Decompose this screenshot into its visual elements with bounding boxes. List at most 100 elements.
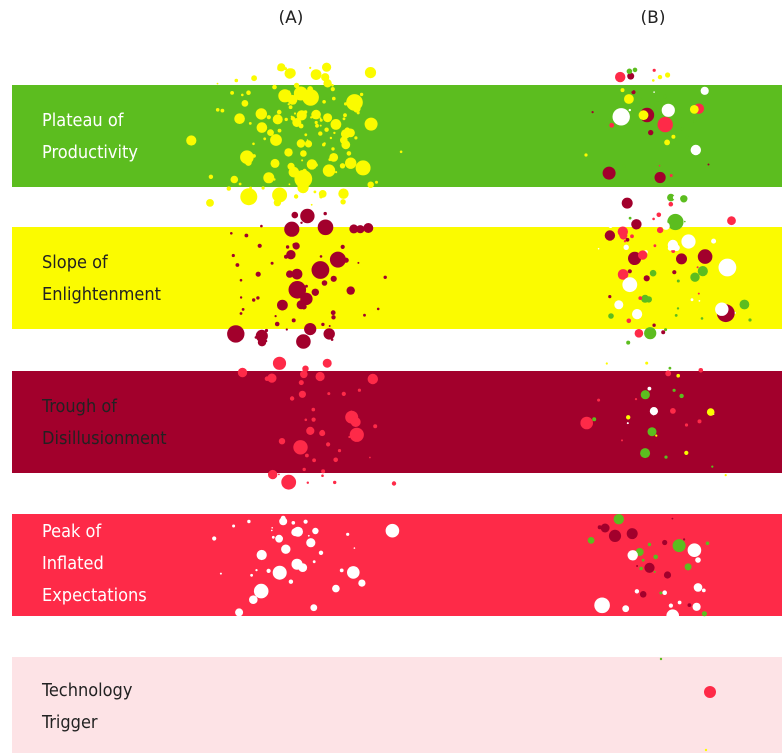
bubble-b-trigger	[704, 686, 716, 698]
bubble-b-peak	[683, 538, 686, 541]
bubble-a-trough	[321, 474, 324, 478]
bubble-a-productivity	[322, 164, 336, 177]
bubble-a-trough	[369, 456, 371, 459]
bubble-a-enlightenment	[305, 284, 308, 288]
bubble-a-productivity	[263, 137, 267, 141]
bubble-a-productivity	[345, 157, 357, 169]
bubble-a-enlightenment	[231, 253, 235, 258]
bubble-a-enlightenment	[230, 232, 233, 235]
bubble-a-peak	[312, 527, 319, 535]
bubble-b-productivity	[624, 94, 634, 104]
bubble-b-peak	[684, 563, 692, 571]
bubble-a-peak	[318, 550, 324, 555]
bubble-b-enlightenment	[608, 313, 614, 319]
bubble-b-enlightenment	[627, 269, 632, 274]
bubble-b-productivity	[690, 144, 701, 156]
bubble-b-productivity	[661, 103, 675, 117]
bubble-a-productivity	[329, 136, 333, 140]
bubble-b-productivity	[657, 116, 673, 133]
bubble-a-productivity	[284, 148, 293, 157]
bubble-b-enlightenment	[739, 299, 750, 310]
bubble-a-peak	[232, 524, 236, 528]
bubble-a-peak	[303, 519, 308, 524]
bubble-a-enlightenment	[270, 261, 274, 265]
bubble-b-enlightenment	[649, 269, 657, 277]
bubble-a-productivity	[302, 168, 307, 173]
bubble-b-trigger	[659, 657, 663, 661]
bubble-a-productivity	[329, 153, 339, 162]
bubble-b-enlightenment	[657, 227, 664, 234]
bubble-a-productivity	[288, 183, 291, 186]
bubble-b-peak	[693, 583, 703, 592]
bubble-a-productivity	[297, 182, 309, 194]
bubble-b-productivity	[653, 91, 655, 93]
bubble-a-enlightenment	[291, 318, 296, 323]
bubble-a-peak	[272, 565, 287, 580]
bubble-a-productivity	[277, 63, 286, 72]
bubble-a-enlightenment	[340, 244, 345, 249]
bubble-a-enlightenment	[363, 223, 374, 233]
bubble-b-enlightenment	[593, 223, 597, 227]
bubble-b-enlightenment	[673, 244, 680, 251]
bubble-b-enlightenment	[690, 272, 700, 282]
bubble-a-trough	[306, 481, 309, 484]
bubble-a-productivity	[319, 117, 322, 120]
bubble-b-peak	[641, 558, 645, 562]
bubble-a-enlightenment	[289, 251, 293, 254]
bubble-a-trough	[322, 358, 332, 368]
bubble-b-enlightenment	[670, 330, 673, 332]
bubble-a-trough	[311, 417, 316, 422]
bubble-a-peak	[271, 529, 273, 532]
bubble-a-peak	[332, 584, 340, 593]
bubble-a-productivity	[241, 93, 244, 97]
bubble-b-productivity	[584, 153, 588, 157]
bubble-b-enlightenment	[718, 258, 737, 277]
bubble-b-peak	[662, 539, 668, 546]
bubble-b-productivity	[637, 80, 640, 83]
bubble-b-productivity	[668, 201, 674, 207]
band-label-line: Enlightenment	[42, 284, 161, 305]
bubble-a-trough	[367, 373, 378, 385]
bubble-a-enlightenment	[323, 211, 327, 216]
bubble-a-enlightenment	[304, 323, 317, 336]
bubble-a-peak	[291, 521, 296, 525]
bubble-a-productivity	[290, 116, 296, 121]
bubble-b-enlightenment	[645, 296, 652, 303]
bubble-a-productivity	[230, 91, 235, 95]
bubble-a-enlightenment	[286, 270, 294, 278]
bubble-a-productivity	[333, 131, 336, 135]
bubble-a-productivity	[354, 136, 358, 140]
bubble-b-trough	[580, 416, 593, 430]
bubble-a-productivity	[316, 71, 320, 75]
bubble-a-productivity	[298, 123, 304, 129]
bubble-a-enlightenment	[257, 243, 262, 248]
bubble-a-peak	[307, 534, 310, 537]
bubble-a-trough	[298, 390, 306, 398]
bubble-a-productivity	[321, 73, 330, 82]
bubble-b-peak	[671, 517, 674, 520]
bubble-a-enlightenment	[311, 288, 319, 296]
bubble-b-enlightenment	[608, 295, 612, 299]
bubble-a-productivity	[249, 186, 253, 190]
bubble-b-trough	[645, 361, 649, 365]
bubble-a-productivity	[276, 109, 282, 115]
bubble-a-productivity	[272, 84, 277, 90]
bubble-b-productivity	[693, 119, 697, 123]
bubble-b-productivity	[628, 108, 631, 112]
bubble-a-peak	[347, 566, 360, 579]
bubble-b-peak	[701, 588, 706, 593]
bubble-b-peak	[626, 528, 638, 540]
bubble-a-productivity	[310, 69, 322, 80]
bubble-a-productivity	[356, 111, 360, 115]
bubble-b-enlightenment	[681, 234, 696, 249]
bubble-b-enlightenment	[628, 216, 632, 220]
bubble-a-enlightenment	[328, 325, 331, 327]
bubble-a-productivity	[293, 82, 300, 89]
bubble-a-productivity	[341, 140, 351, 150]
bubble-a-peak	[235, 608, 244, 617]
bubble-b-peak	[663, 571, 672, 579]
bubble-a-peak	[339, 568, 344, 573]
bubble-b-enlightenment	[676, 307, 680, 310]
bubble-a-peak	[280, 515, 286, 521]
